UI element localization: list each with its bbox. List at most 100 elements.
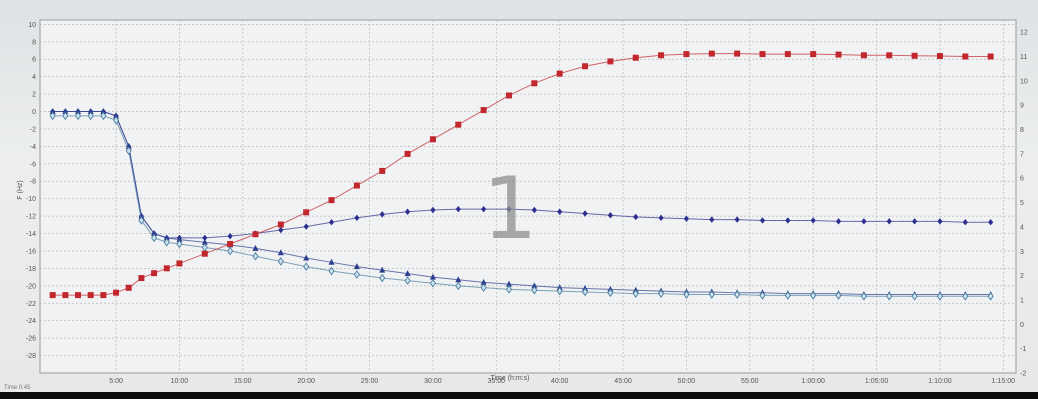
data-point-open-diamond: [74, 111, 82, 121]
series-layer: [49, 50, 994, 301]
data-point-square: [201, 250, 208, 257]
data-point-open-diamond: [277, 257, 284, 266]
y-tick-label: -6: [30, 161, 36, 168]
data-point-diamond: [455, 205, 461, 213]
y2-tick-label: 11: [1020, 54, 1027, 61]
status-text: Time 0:45: [4, 385, 31, 391]
overlay-number: 1: [483, 159, 538, 259]
y2-tick-label: 9: [1020, 103, 1024, 110]
data-point-diamond: [404, 208, 411, 215]
data-point-square: [151, 270, 158, 277]
y-axis-ticks: 10 8 6 4 2 0 -2 -4 -6 -8 -10 -12 -14 -16 -18 -20 -22 -24 -…: [26, 22, 36, 360]
x-tick-label: 10:00: [171, 378, 189, 385]
data-point-diamond: [202, 234, 208, 242]
data-point-diamond: [658, 214, 664, 222]
data-point-square: [328, 197, 335, 204]
data-point-open-diamond: [683, 290, 690, 299]
x-tick-label: 5:00: [109, 378, 123, 385]
y-tick-label: -4: [30, 144, 36, 151]
x-tick-label: 15:00: [234, 378, 252, 385]
data-point-open-diamond: [835, 291, 842, 300]
data-point-square: [911, 52, 918, 59]
series-2: [49, 111, 994, 301]
data-point-square: [582, 63, 589, 70]
y2-tick-label: 3: [1020, 249, 1024, 256]
data-point-triangle: [201, 238, 208, 245]
data-point-square: [252, 231, 259, 238]
data-point-triangle: [531, 282, 538, 289]
data-point-open-diamond: [404, 276, 411, 285]
data-point-open-diamond: [987, 292, 994, 301]
data-point-diamond: [354, 214, 360, 222]
data-point-open-diamond: [734, 290, 741, 299]
data-point-triangle: [138, 212, 145, 219]
data-point-square: [734, 50, 741, 57]
monitor-bezel: [0, 392, 1038, 399]
y2-tick-label: 4: [1020, 224, 1024, 231]
data-point-open-diamond: [784, 291, 791, 300]
y-tick-label: -18: [26, 266, 36, 273]
data-point-square: [480, 107, 487, 114]
data-point-square: [176, 260, 183, 267]
data-point-square: [49, 292, 56, 299]
data-point-triangle: [404, 270, 411, 277]
y2-tick-label: 0: [1020, 322, 1024, 329]
data-point-open-diamond: [581, 287, 589, 297]
data-point-open-diamond: [658, 289, 665, 298]
y2-tick-label: 8: [1020, 127, 1024, 134]
data-point-square: [658, 52, 665, 59]
x-tick-label: 1:05:00: [865, 378, 888, 385]
y-tick-label: -20: [26, 283, 36, 290]
data-point-open-diamond: [87, 111, 94, 121]
x-axis-ticks: 5:00 10:00 15:00 20:00 25:00 30:00 35:00 40:00 4…: [109, 378, 1015, 385]
y2-tick-label: 5: [1020, 200, 1024, 207]
data-point-diamond: [481, 205, 487, 213]
data-point-diamond: [962, 219, 968, 226]
y-tick-label: -2: [30, 126, 36, 133]
data-point-square: [632, 54, 639, 61]
data-point-open-diamond: [62, 111, 69, 121]
y-tick-label: -16: [26, 248, 36, 255]
data-point-diamond: [759, 217, 766, 224]
data-point-square: [75, 292, 82, 299]
data-point-open-diamond: [531, 285, 538, 295]
data-point-square: [683, 51, 690, 58]
data-point-triangle: [353, 263, 360, 270]
x-tick-label: 55:00: [741, 378, 759, 385]
data-point-square: [835, 51, 842, 58]
y-axis-label: F (Hz): [17, 180, 24, 199]
x-tick-label: 50:00: [678, 378, 696, 385]
data-point-open-diamond: [480, 283, 487, 292]
y-tick-label: -28: [26, 353, 36, 360]
data-point-square: [429, 136, 436, 143]
y-tick-label: -22: [26, 301, 36, 308]
data-point-open-diamond: [176, 239, 183, 249]
data-point-square: [987, 53, 994, 60]
x-tick-label: 40:00: [551, 378, 569, 385]
data-point-open-diamond: [962, 292, 969, 301]
data-point-open-diamond: [100, 111, 107, 121]
data-point-diamond: [633, 213, 639, 221]
data-point-square: [505, 92, 512, 99]
data-point-diamond: [911, 218, 918, 225]
y-tick-label: -26: [26, 336, 36, 343]
y-tick-label: 4: [32, 74, 36, 81]
y2-tick-label: -1: [1020, 346, 1026, 353]
data-point-diamond: [988, 219, 994, 226]
data-point-open-diamond: [379, 273, 386, 283]
x-tick-label: 1:10:00: [928, 378, 951, 385]
data-point-square: [708, 50, 715, 57]
data-point-diamond: [810, 217, 816, 224]
data-point-open-diamond: [911, 292, 918, 301]
data-point-diamond: [227, 232, 233, 240]
x-tick-label: 1:15:00: [992, 378, 1015, 385]
data-point-triangle: [151, 230, 158, 237]
data-point-open-diamond: [353, 270, 360, 279]
data-point-triangle: [113, 112, 120, 119]
data-point-open-diamond: [759, 291, 766, 300]
data-point-triangle: [303, 254, 310, 261]
data-point-square: [227, 240, 234, 247]
data-point-triangle: [163, 234, 170, 241]
y-tick-label: 0: [32, 109, 36, 116]
